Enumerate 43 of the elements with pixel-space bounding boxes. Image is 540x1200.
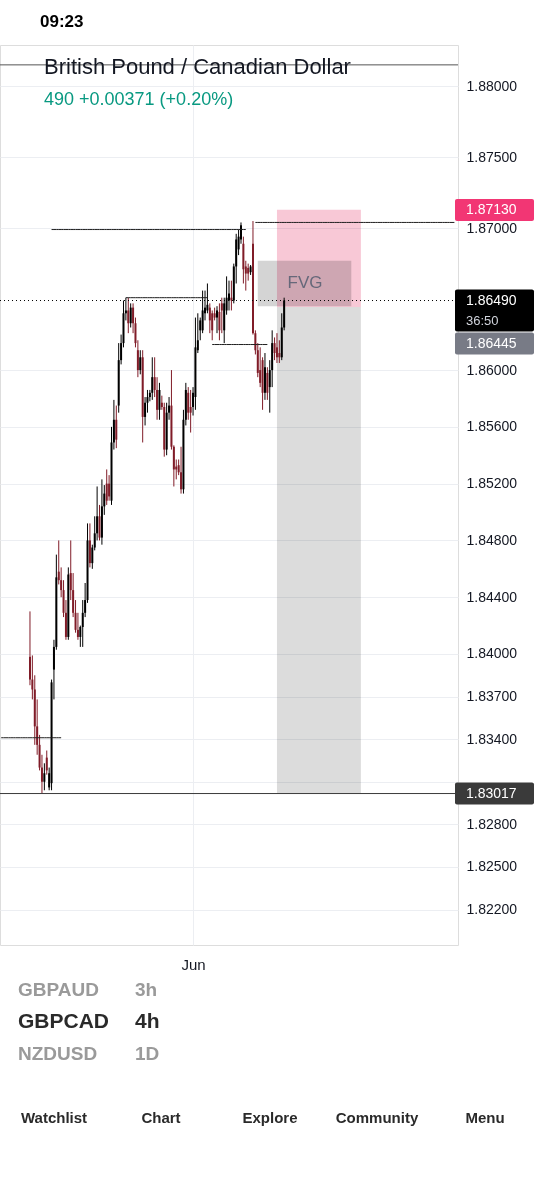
text: 1.86445 bbox=[466, 334, 517, 351]
y-tick-label: 1.87500 bbox=[466, 148, 518, 165]
chart-title: British Pound / Canadian Dollar bbox=[44, 54, 351, 79]
y-tick-label: 1.83400 bbox=[466, 730, 518, 747]
annotation: FVG bbox=[287, 273, 323, 292]
ref-line-label: 1.86490 36:50 bbox=[466, 291, 517, 328]
text: GBPAUD bbox=[18, 979, 99, 1000]
y-tick-label: 1.85600 bbox=[466, 418, 518, 435]
text: 1D bbox=[135, 1043, 160, 1064]
y-tick-label: 1.88000 bbox=[466, 77, 518, 94]
text: Watchlist bbox=[20, 1109, 88, 1126]
candlestick bbox=[115, 405, 118, 449]
x-tick-label: Jun bbox=[181, 955, 206, 973]
y-tick-label: 1.84400 bbox=[466, 588, 518, 605]
text: 490 +0.00371 (+0.20%) bbox=[44, 89, 234, 109]
y-tick-label: 1.84800 bbox=[466, 531, 518, 548]
text: 1.87130 bbox=[466, 201, 517, 217]
y-tick-label: 1.84000 bbox=[466, 645, 518, 662]
text: NZDUSD bbox=[18, 1043, 98, 1064]
candlestick bbox=[189, 389, 192, 434]
text: Chart bbox=[141, 1109, 181, 1126]
y-tick-label: 1.82800 bbox=[466, 815, 518, 832]
candlestick bbox=[45, 750, 48, 776]
candlestick bbox=[139, 349, 142, 375]
candlestick bbox=[43, 762, 46, 791]
text: 4h bbox=[135, 1009, 160, 1032]
ref-line-label: 1.83017 bbox=[466, 784, 517, 801]
text: Explore bbox=[242, 1109, 298, 1126]
y-tick-label: 1.82500 bbox=[466, 858, 518, 875]
candlestick bbox=[273, 336, 276, 361]
y-tick-label: 1.83700 bbox=[466, 688, 518, 705]
y-tick-label: 1.82200 bbox=[466, 901, 518, 918]
y-tick-label: 1.86000 bbox=[466, 361, 518, 378]
candlestick bbox=[218, 302, 221, 341]
candlestick bbox=[151, 356, 154, 401]
candlestick bbox=[275, 332, 278, 364]
text: 09:23 bbox=[40, 12, 84, 31]
text: 3h bbox=[135, 979, 158, 1000]
text: GBPCAD bbox=[18, 1009, 110, 1032]
text: Community bbox=[335, 1109, 419, 1126]
y-tick-label: 1.87000 bbox=[466, 219, 518, 236]
text: Menu bbox=[465, 1109, 505, 1126]
y-tick-label: 1.85200 bbox=[466, 475, 518, 492]
